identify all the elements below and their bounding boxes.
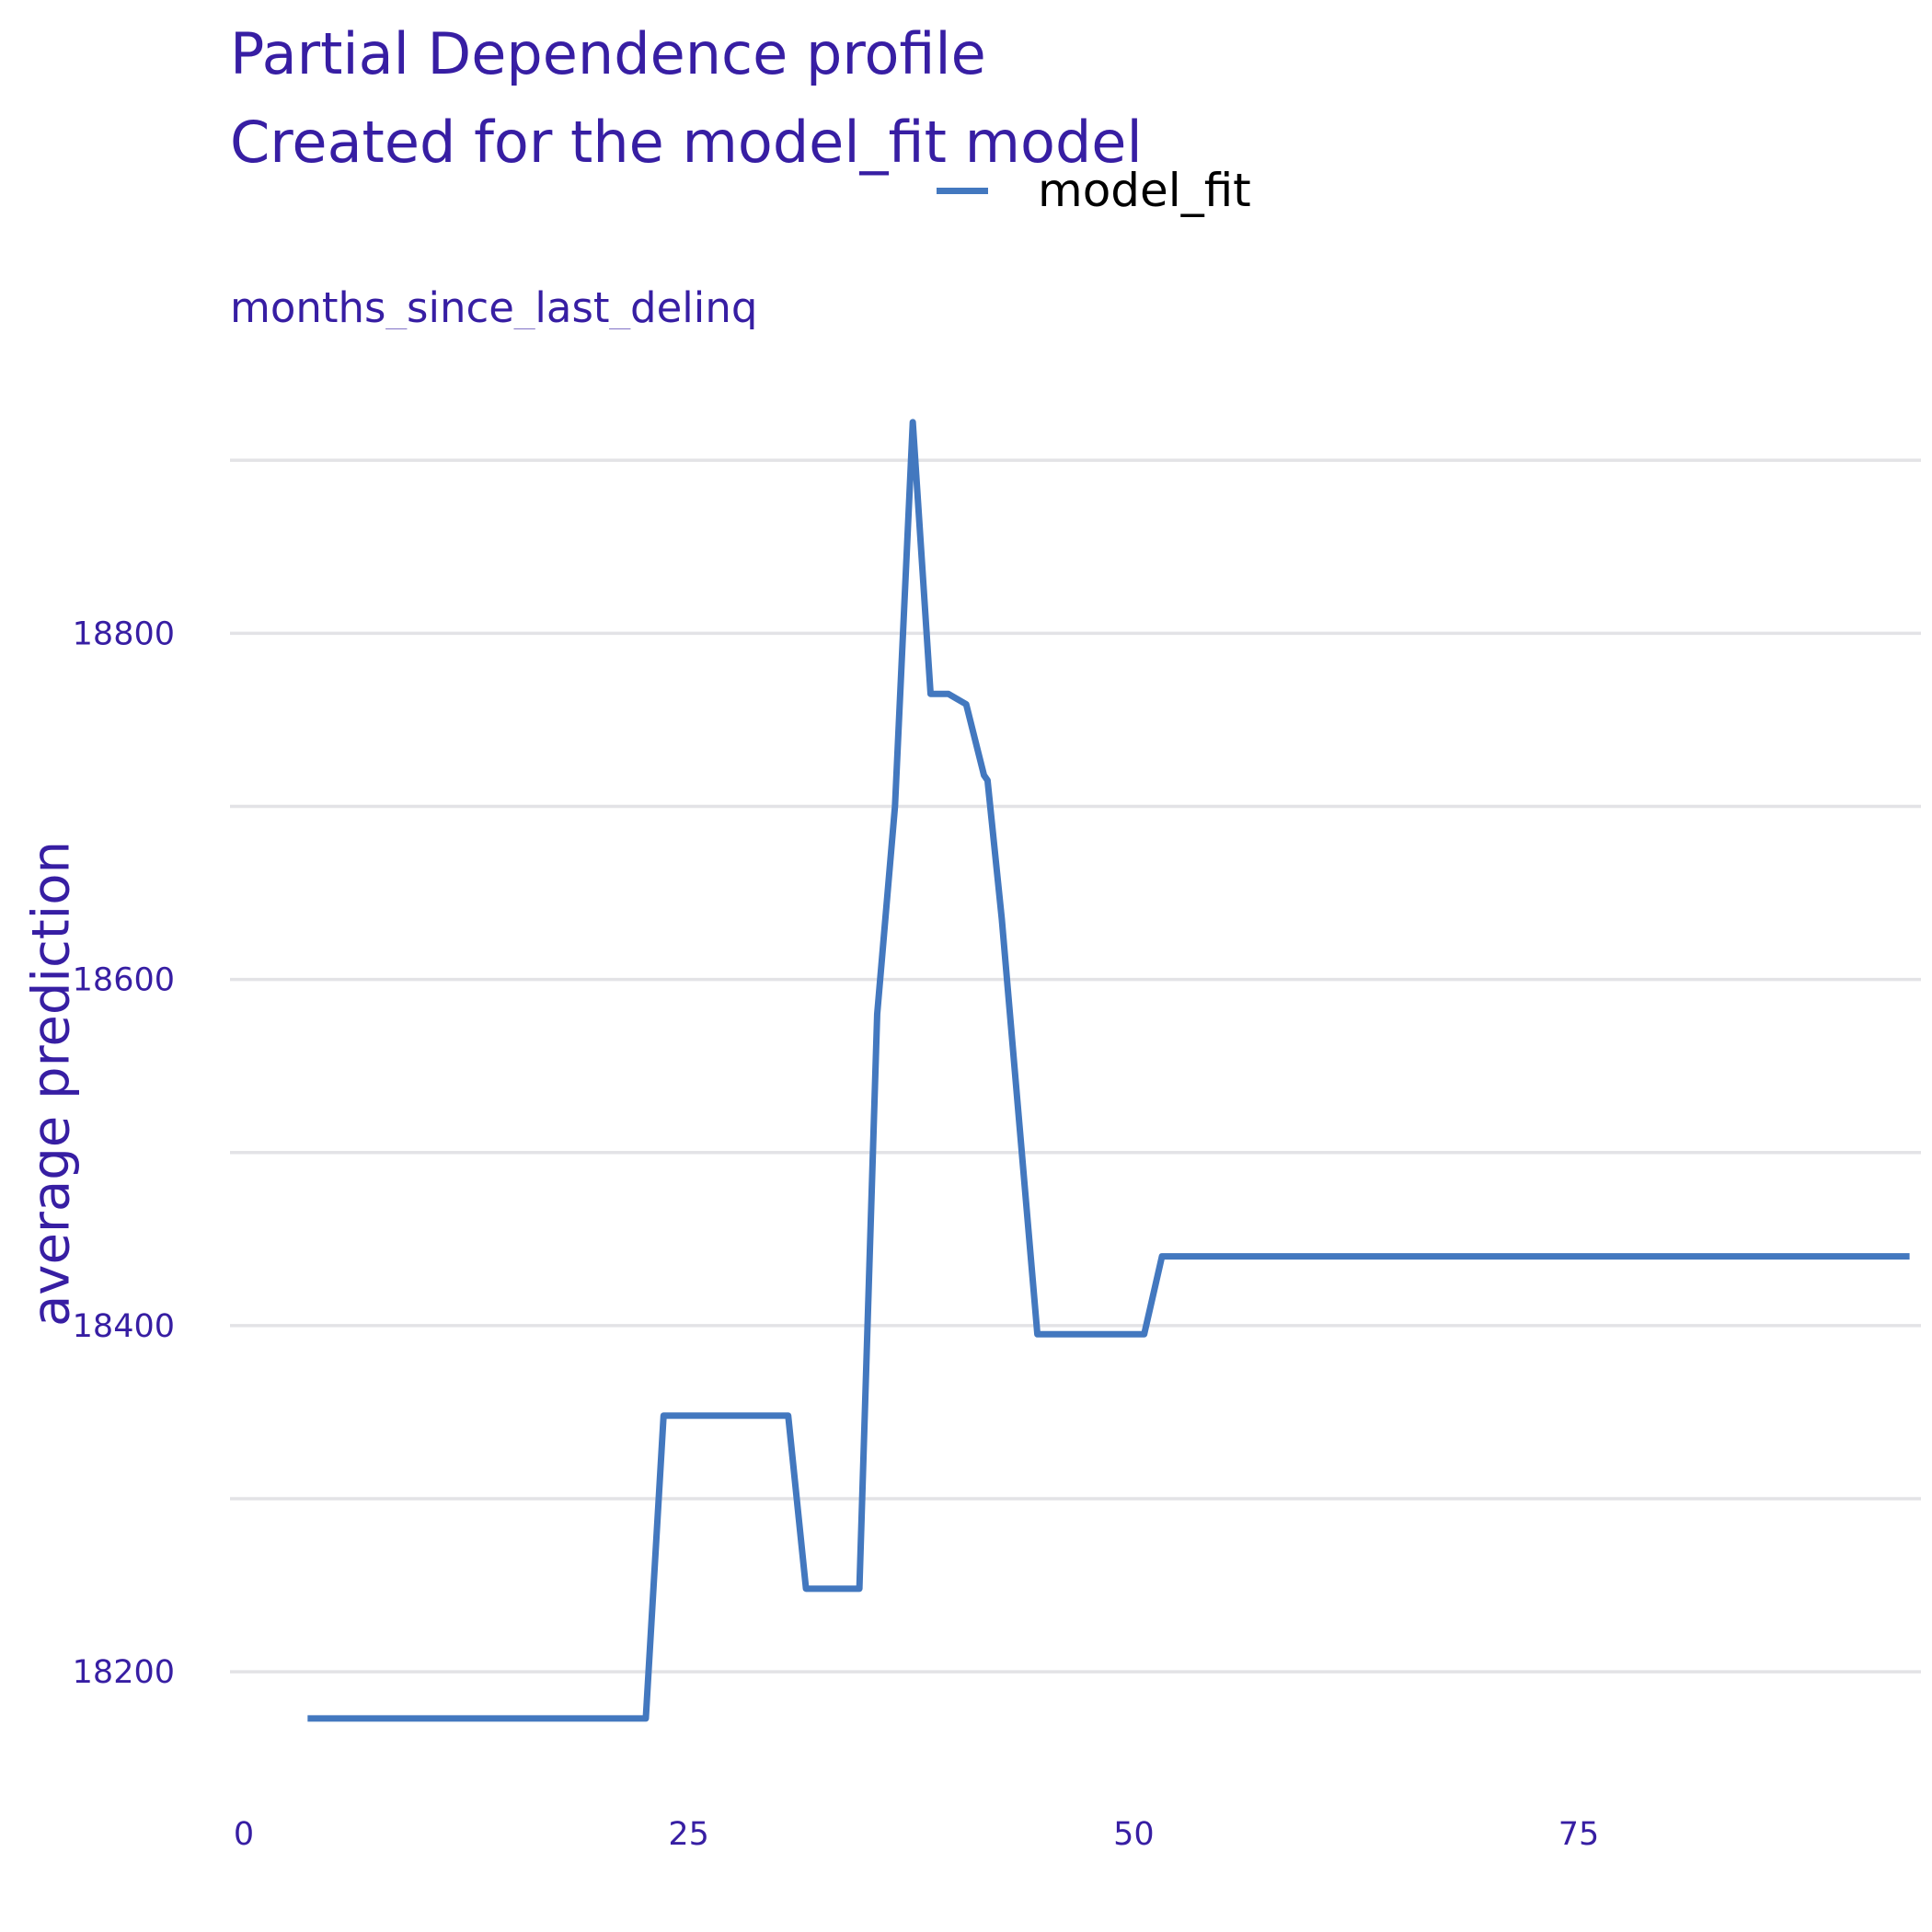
y-tick-label: 18800 bbox=[73, 615, 175, 652]
x-tick-label: 75 bbox=[1558, 1816, 1600, 1853]
legend: model_fit bbox=[937, 164, 1251, 217]
facet-label: months_since_last_delinq bbox=[230, 283, 758, 329]
chart-subtitle: Created for the model_fit model bbox=[230, 109, 1143, 176]
y-tick-label: 18200 bbox=[73, 1654, 175, 1691]
x-tick-label: 50 bbox=[1113, 1816, 1155, 1853]
y-tick-label: 18400 bbox=[73, 1308, 175, 1345]
legend-label: model_fit bbox=[1038, 164, 1251, 217]
series-line-model_fit bbox=[307, 419, 1910, 1722]
legend-swatch bbox=[937, 187, 988, 194]
y-tick-label: 18600 bbox=[73, 962, 175, 999]
chart-title: Partial Dependence profile bbox=[230, 20, 986, 87]
x-tick-label: 0 bbox=[234, 1816, 254, 1853]
x-tick-label: 25 bbox=[668, 1816, 709, 1853]
